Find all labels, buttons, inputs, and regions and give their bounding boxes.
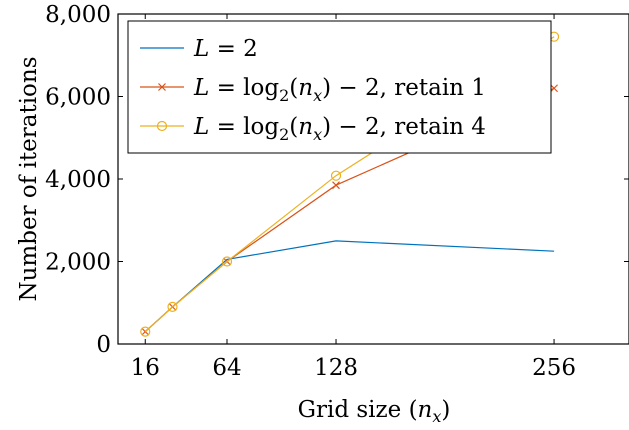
legend-box	[127, 20, 552, 154]
y-tick-label: 8,000	[45, 2, 111, 28]
x-tick-label: 128	[314, 355, 358, 381]
axis-ticks: 16 64 128 256 0 2,000 4,000 6,000 8,000	[45, 2, 629, 381]
data-point	[332, 181, 340, 190]
legend-entry: L = log2(nx) − 2, retain 4	[140, 114, 486, 144]
legend-label: L = 2	[193, 36, 258, 62]
y-tick-label: 6,000	[45, 85, 111, 111]
legend-label: L = log2(nx) − 2, retain 4	[193, 114, 486, 144]
y-axis-label: Number of iterations	[16, 56, 42, 301]
y-tick-label: 0	[96, 332, 111, 358]
legend-label: L = log2(nx) − 2, retain 1	[193, 75, 486, 105]
data-point	[550, 84, 558, 93]
series-line-1	[144, 240, 555, 333]
x-tick-label: 64	[212, 355, 241, 381]
legend-entry: L = 2	[140, 36, 258, 62]
data-point	[330, 170, 342, 181]
legend-marker	[156, 120, 168, 132]
y-tick-label: 2,000	[45, 250, 111, 276]
legend-marker	[158, 83, 166, 91]
legend: L = 2 L = log2(nx) − 2, retain 1 L = log2(…	[127, 20, 552, 154]
data-point	[167, 301, 178, 312]
x-tick-label: 16	[131, 355, 160, 381]
data-point	[221, 256, 233, 267]
x-tick-label: 256	[532, 355, 576, 381]
y-tick-label: 4,000	[45, 167, 111, 193]
x-axis-label: Grid size (nx)	[298, 397, 451, 426]
legend-entry: L = log2(nx) − 2, retain 1	[140, 75, 486, 105]
data-point	[140, 326, 151, 337]
